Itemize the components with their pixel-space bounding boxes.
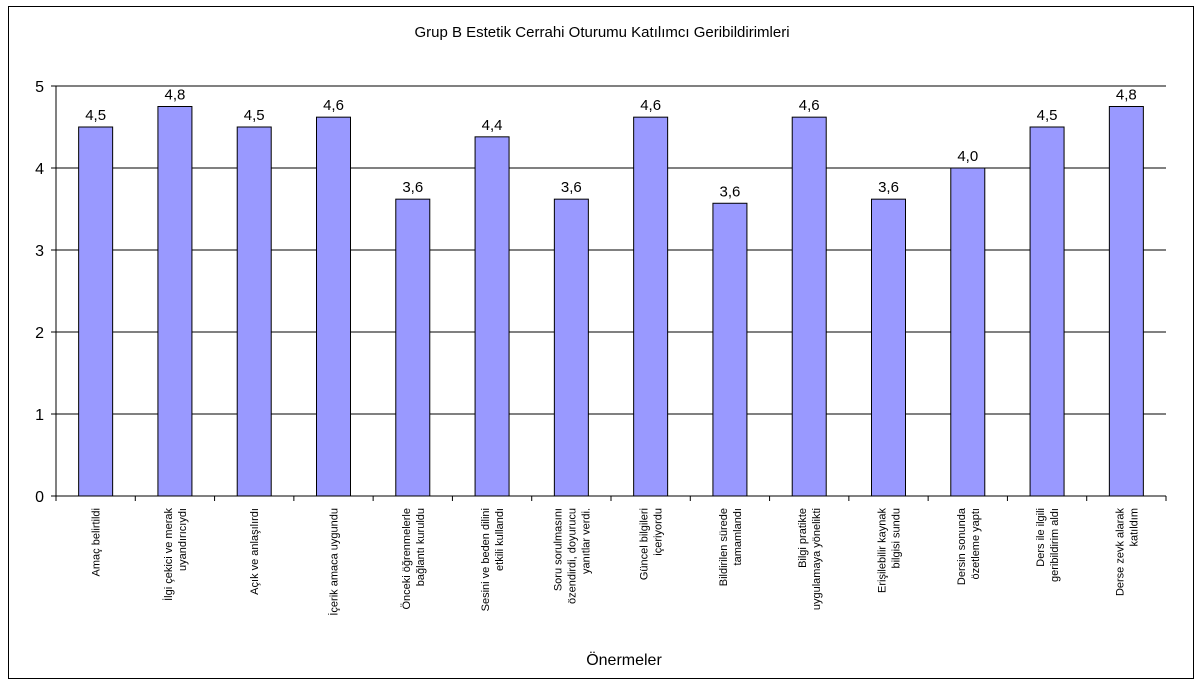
- category-label-line: Önceki öğrenmelerle: [401, 508, 413, 610]
- bar: [236, 126, 272, 497]
- data-labels: 4,5 4,8 4,5 4,6 3,6 4,4 3,6 4,6 3,6 4,6 3,6 4,0 4,5 4…: [85, 87, 1137, 201]
- category-label: Bildirilen sürede tamamlandı: [718, 508, 744, 586]
- category-label-line: içeriyordu: [653, 508, 665, 556]
- data-label: 4,8: [164, 87, 185, 104]
- category-label-line: Sesini ve beden dilini: [480, 508, 492, 611]
- category-label-line: yanıtlar verdi.: [580, 508, 592, 574]
- data-label: 4,8: [1116, 87, 1137, 104]
- category-label: Bilgi pratikte uygulamaya yönelikti: [797, 508, 823, 610]
- category-label-line: katıldım: [1128, 508, 1140, 547]
- category-label-line: Ders ile ilgili: [1035, 508, 1047, 567]
- bar: [1108, 106, 1144, 497]
- bar-chart: Grup B Estetik Cerrahi Oturumu Katılımcı…: [35, 24, 1167, 669]
- bar: [871, 198, 906, 497]
- category-label-line: Açık ve anlaşılırdı: [249, 508, 261, 595]
- category-labels: Amaç belirtildi İlgi çekici ve merak uyand…: [91, 507, 1141, 615]
- bars: [78, 106, 1144, 497]
- category-label-line: uyandırıcıydı: [177, 508, 189, 571]
- bar: [712, 202, 748, 497]
- category-label-line: Bilgi pratikte: [797, 508, 809, 568]
- x-axis-label: Önermeler: [586, 651, 662, 669]
- category-label: Önceki öğrenmelerle bağlantı kuruldu: [401, 508, 427, 610]
- data-label: 3,6: [561, 179, 582, 196]
- category-label-line: Derse zevk alarak: [1114, 508, 1126, 597]
- category-label: Derse zevk alarak katıldım: [1114, 508, 1140, 597]
- category-label: Amaç belirtildi: [91, 508, 103, 576]
- category-label: Açık ve anlaşılırdı: [249, 508, 261, 595]
- category-label-line: bağlantı kuruldu: [415, 508, 427, 586]
- data-label: 4,6: [799, 97, 820, 114]
- category-label-line: İlgi çekici ve merak: [162, 508, 175, 601]
- y-tick-label: 4: [35, 161, 44, 178]
- data-label: 4,0: [957, 148, 978, 165]
- category-label-line: Bildirilen sürede: [718, 508, 730, 586]
- bar: [950, 167, 986, 497]
- category-label: Sesini ve beden dilini etkili kullandı: [480, 508, 506, 611]
- category-label-line: Güncel bilgileri: [639, 508, 651, 580]
- category-label-line: İçerik amaca uygundu: [328, 508, 341, 616]
- chart-frame: Grup B Estetik Cerrahi Oturumu Katılımcı…: [8, 6, 1194, 679]
- category-label-line: Dersin sonunda: [956, 507, 968, 585]
- category-label: Dersin sonunda özetleme yaptı: [956, 507, 982, 585]
- data-label: 4,6: [323, 97, 344, 114]
- bar: [157, 106, 193, 497]
- data-label: 4,6: [640, 97, 661, 114]
- bar: [1029, 126, 1065, 497]
- category-label-line: bilgisi sundu: [891, 508, 903, 569]
- category-label: Güncel bilgileri içeriyordu: [639, 508, 665, 580]
- bar: [395, 198, 431, 497]
- y-tick-label: 3: [35, 243, 44, 260]
- data-label: 4,5: [1037, 107, 1058, 124]
- y-tick-label: 1: [35, 407, 44, 424]
- y-tick-label: 2: [35, 325, 44, 342]
- y-tick-label: 0: [35, 489, 44, 506]
- data-label: 3,6: [878, 179, 899, 196]
- bar: [78, 126, 114, 497]
- chart-title: Grup B Estetik Cerrahi Oturumu Katılımcı…: [414, 24, 789, 41]
- category-label-line: Amaç belirtildi: [91, 508, 103, 576]
- axes: 0 1 2 3 4 5: [35, 79, 1167, 506]
- category-label-line: tamamlandı: [732, 508, 744, 565]
- category-label-line: özetleme yaptı: [970, 508, 982, 580]
- bar: [553, 198, 589, 497]
- category-label: Soru sorulmasını özendirdi, doyurucu yanıt…: [552, 508, 592, 604]
- bar: [474, 136, 510, 497]
- category-label: Erişilebilir kaynak bilgisi sundu: [877, 508, 903, 593]
- category-label: Ders ile ilgili geribildirim aldı: [1035, 508, 1061, 582]
- category-label-line: uygulamaya yönelikti: [811, 508, 823, 610]
- category-label-line: Soru sorulmasını: [552, 508, 564, 591]
- category-label-line: geribildirim aldı: [1049, 508, 1061, 582]
- category-label-line: Erişilebilir kaynak: [877, 508, 889, 593]
- bar: [791, 116, 827, 497]
- gridlines: [56, 85, 1166, 415]
- bar: [633, 116, 669, 497]
- y-tick-label: 5: [35, 79, 44, 96]
- data-label: 3,6: [402, 179, 423, 196]
- category-label: İçerik amaca uygundu: [328, 508, 341, 616]
- category-label-line: özendirdi, doyurucu: [566, 508, 578, 604]
- data-label: 4,4: [482, 117, 503, 134]
- data-label: 4,5: [244, 107, 265, 124]
- bar: [316, 116, 351, 497]
- data-label: 4,5: [85, 107, 106, 124]
- data-label: 3,6: [719, 183, 740, 200]
- category-label: İlgi çekici ve merak uyandırıcıydı: [162, 508, 189, 601]
- category-label-line: etkili kullandı: [494, 508, 506, 571]
